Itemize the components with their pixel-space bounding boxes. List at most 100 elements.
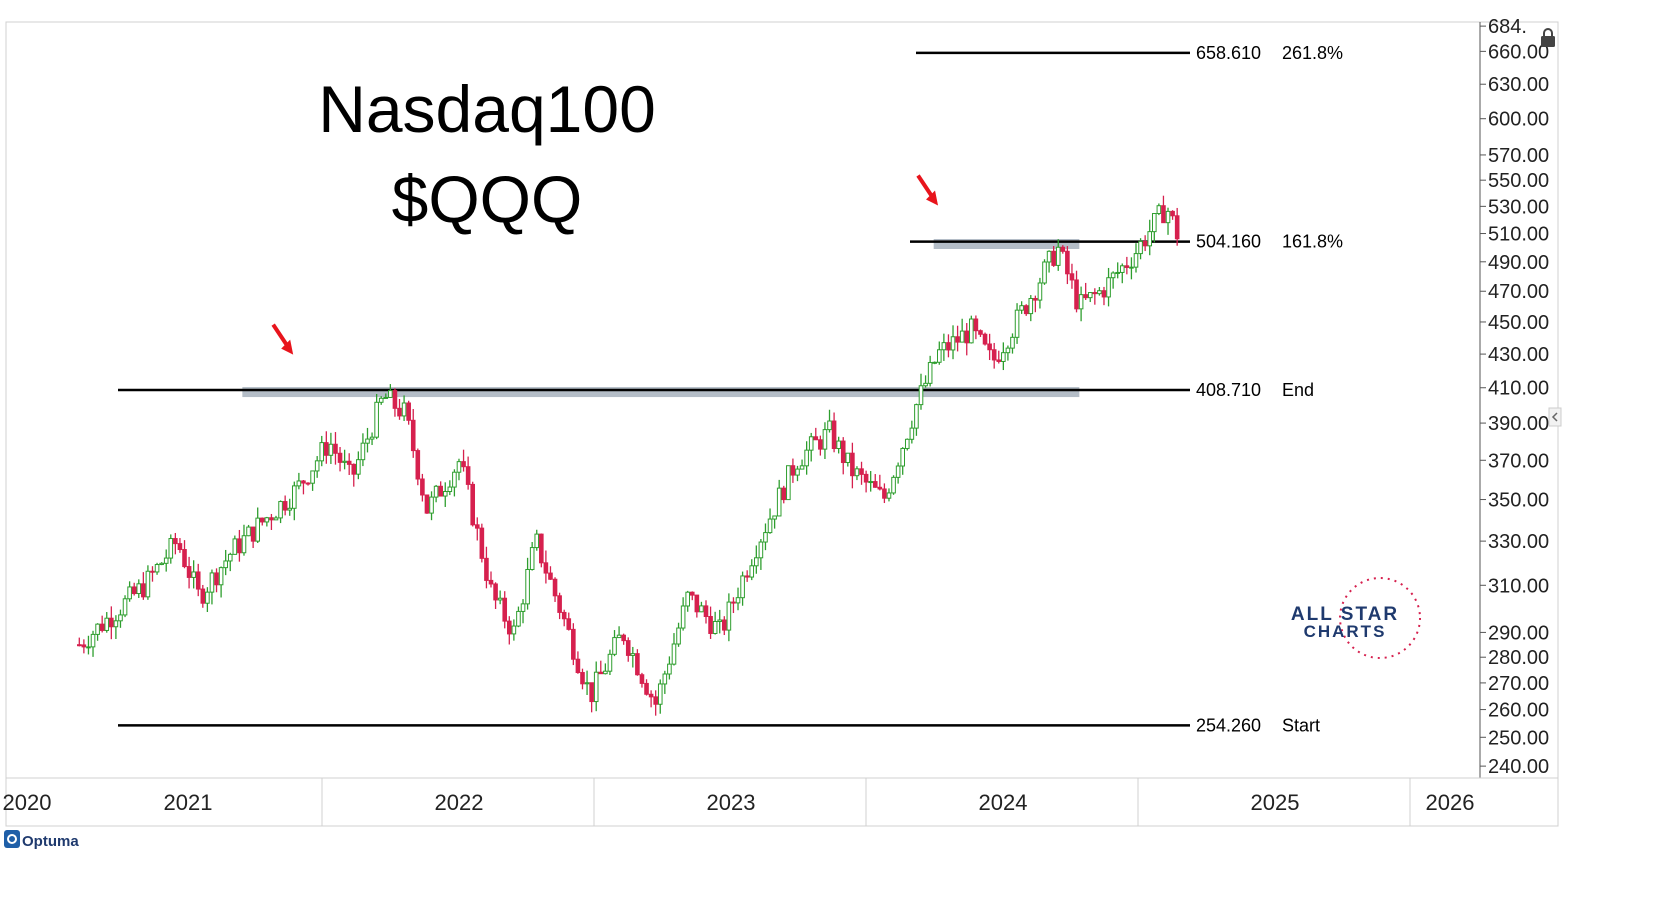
candle-body-226	[1110, 272, 1116, 279]
y-tick-label-16: 510.00	[1488, 224, 1549, 246]
candle-body-68	[388, 390, 393, 398]
candle-body-38	[250, 526, 256, 542]
fib-price-label-0: 658.610	[1196, 43, 1261, 63]
candle-body-224	[1101, 290, 1107, 298]
candle-body-239	[1170, 210, 1175, 217]
candle-body-43	[273, 517, 279, 521]
collapse-axis-icon[interactable]	[1548, 407, 1562, 427]
fib-price-label-2: 408.710	[1196, 380, 1261, 400]
fib-level-label-3: Start	[1282, 715, 1320, 735]
candle-body-204	[1010, 336, 1015, 349]
candle-body-85	[465, 466, 471, 485]
logo-star-ring	[1339, 577, 1421, 659]
candle-body-41	[264, 517, 270, 523]
candle-body-13	[136, 583, 142, 595]
candle-body-99	[529, 547, 535, 570]
candle-body-14	[141, 583, 146, 598]
candle-body-142	[726, 601, 732, 631]
candle-body-184	[918, 385, 924, 406]
candle-body-118	[616, 634, 622, 639]
candle-body-219	[1078, 294, 1084, 310]
candle-body-176	[882, 488, 887, 499]
candle-body-222	[1092, 292, 1098, 295]
candle-body-137	[703, 605, 709, 618]
y-tick-label-20: 600.00	[1488, 109, 1549, 131]
candle-body-127	[657, 683, 663, 705]
candle-body-53	[319, 442, 325, 462]
candle-body-179	[895, 465, 901, 478]
y-tick-label-0: 240.00	[1488, 756, 1549, 778]
candle-body-161	[813, 436, 819, 441]
candle-body-98	[525, 568, 530, 605]
candle-body-233	[1142, 240, 1148, 247]
candle-body-111	[584, 682, 590, 685]
y-tick-label-4: 280.00	[1488, 647, 1549, 669]
x-tick-label-5: 2025	[1251, 790, 1300, 815]
candle-body-116	[607, 653, 613, 672]
candle-body-105	[557, 595, 562, 613]
candle-body-17	[154, 564, 160, 573]
candle-body-125	[648, 693, 654, 698]
candle-body-190	[946, 342, 951, 351]
candle-body-155	[786, 465, 791, 501]
candle-body-160	[808, 436, 814, 451]
candle-body-150	[763, 532, 768, 543]
candle-body-196	[973, 318, 979, 332]
candle-body-201	[996, 359, 1002, 362]
candle-body-93	[502, 597, 508, 622]
candle-body-169	[850, 452, 855, 477]
lock-icon[interactable]	[1541, 28, 1555, 47]
all-star-charts-logo: ALL STAR CHARTS	[1291, 577, 1421, 659]
candle-body-199	[987, 343, 992, 351]
candle-body-1	[81, 644, 87, 648]
candle-body-149	[758, 541, 764, 559]
candle-body-42	[269, 517, 274, 521]
candle-body-123	[639, 674, 645, 684]
candle-body-35	[237, 538, 242, 554]
candle-body-28	[205, 591, 210, 604]
candle-body-8	[113, 620, 119, 628]
y-tick-label-9: 370.00	[1488, 450, 1549, 472]
candle-body-29	[209, 572, 215, 593]
candle-body-102	[543, 562, 549, 574]
candle-body-188	[936, 349, 942, 363]
candle-body-186	[927, 362, 933, 384]
fib-level-label-2: End	[1282, 380, 1314, 400]
candle-body-31	[218, 567, 224, 586]
candle-body-148	[754, 557, 759, 567]
red-arrow-head-0	[281, 339, 294, 355]
candle-body-106	[561, 611, 567, 620]
candle-body-69	[392, 390, 398, 409]
logo-line1: ALL STAR	[1291, 604, 1399, 625]
candle-body-209	[1033, 297, 1038, 301]
candle-body-238	[1165, 210, 1171, 224]
candle-body-146	[744, 575, 750, 578]
y-axis: 240.00 250.00 260.00 270.00 280.00 290.00 310.…	[1480, 16, 1549, 778]
candle-body-37	[246, 526, 251, 537]
red-arrow-1	[916, 174, 939, 206]
candle-body-103	[548, 572, 553, 580]
zone-0	[242, 387, 1080, 398]
candle-body-6	[104, 617, 110, 631]
candle-body-46	[287, 507, 293, 511]
candle-body-20	[168, 538, 174, 559]
candle-body-207	[1023, 305, 1029, 315]
candle-body-227	[1115, 271, 1121, 274]
candle-body-228	[1119, 265, 1125, 273]
candle-body-171	[859, 468, 864, 475]
candle-body-173	[868, 481, 873, 484]
x-tick-label-6: 2026	[1426, 790, 1475, 815]
candle-body-214	[1055, 246, 1061, 266]
candle-body-231	[1133, 253, 1139, 268]
candle-body-78	[433, 485, 439, 498]
candle-body-58	[342, 460, 347, 463]
candle-body-218	[1074, 279, 1079, 310]
candle-body-49	[301, 480, 306, 484]
logo-line2: CHARTS	[1304, 622, 1387, 641]
candle-body-211	[1042, 261, 1047, 284]
candle-body-135	[694, 594, 700, 613]
candle-body-144	[735, 597, 741, 604]
y-tick-label-13: 450.00	[1488, 312, 1549, 334]
candle-body-47	[291, 485, 297, 509]
